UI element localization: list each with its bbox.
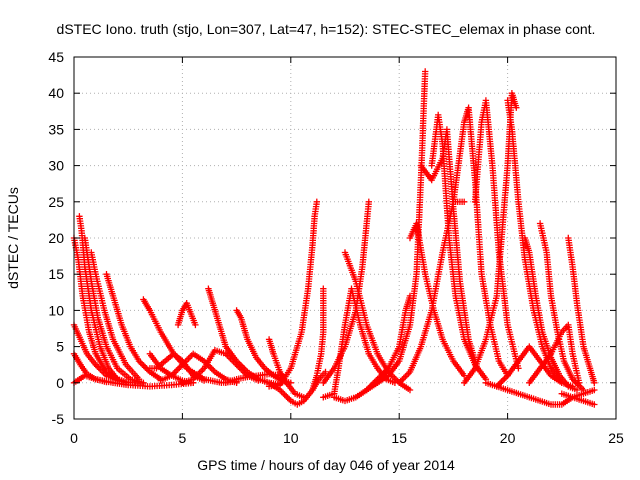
series-arc [396,198,468,386]
data-point-markers [309,285,327,394]
data-point-markers [536,220,587,394]
x-tick-label: 15 [391,430,407,446]
series-arc [174,300,199,329]
series-arc [471,97,522,372]
series-arc [309,285,327,394]
y-tick-label: 5 [56,339,64,355]
series-arc [558,390,598,408]
chart-title: dSTEC Iono. truth (stjo, Lon=307, Lat=47… [57,21,596,37]
data-point-markers [88,249,143,383]
y-tick-label: 20 [48,230,64,246]
y-tick-label: 35 [48,121,64,137]
data-point-markers [565,234,598,386]
x-tick-label: 20 [500,430,516,446]
series-arc [103,271,164,383]
data-point-markers [558,390,598,408]
data-point-markers [81,234,147,386]
y-axis-label: dSTEC / TECUs [5,187,21,289]
y-tick-label: 25 [48,194,64,210]
data-point-markers [471,97,522,372]
y-tick-label: 40 [48,85,64,101]
data-point-markers [450,104,511,379]
y-tick-label: 30 [48,158,64,174]
series-arc [81,234,147,386]
x-axis-label: GPS time / hours of day 046 of year 2014 [197,457,455,473]
data-point-markers [76,213,132,386]
data-marks [70,68,598,408]
series-arc [526,321,583,386]
series-arc [222,370,284,386]
x-tick-label: 5 [179,430,187,446]
data-point-markers [174,300,199,329]
series-arc [265,198,320,390]
series-arc [320,285,399,401]
y-tick-label: 15 [48,266,64,282]
x-tick-label: 10 [283,430,299,446]
series-arc [88,249,143,383]
y-tick-label: 0 [56,375,64,391]
series-arc [428,111,490,383]
y-tick-label: 45 [48,49,64,65]
data-point-markers [363,292,414,394]
data-point-markers [103,271,164,383]
data-point-markers [222,370,284,386]
series-arc [363,292,414,394]
data-point-markers [396,198,468,386]
series-arc [76,213,132,386]
axis-ticks: 0 5 10 15 20 25 -5 0 5 10 15 20 25 30 35 40 45 [48,49,624,446]
data-point-markers [320,285,399,401]
data-point-markers [265,198,320,390]
series-arc [536,220,587,394]
y-tick-label: -5 [52,411,65,427]
data-point-markers [526,321,583,386]
data-point-markers [265,336,307,401]
series-arc [265,336,307,401]
x-tick-label: 25 [608,430,624,446]
y-tick-label: 10 [48,302,64,318]
x-tick-label: 0 [70,430,78,446]
series-arc [450,104,511,379]
data-point-markers [428,111,490,383]
series-arc [565,234,598,386]
